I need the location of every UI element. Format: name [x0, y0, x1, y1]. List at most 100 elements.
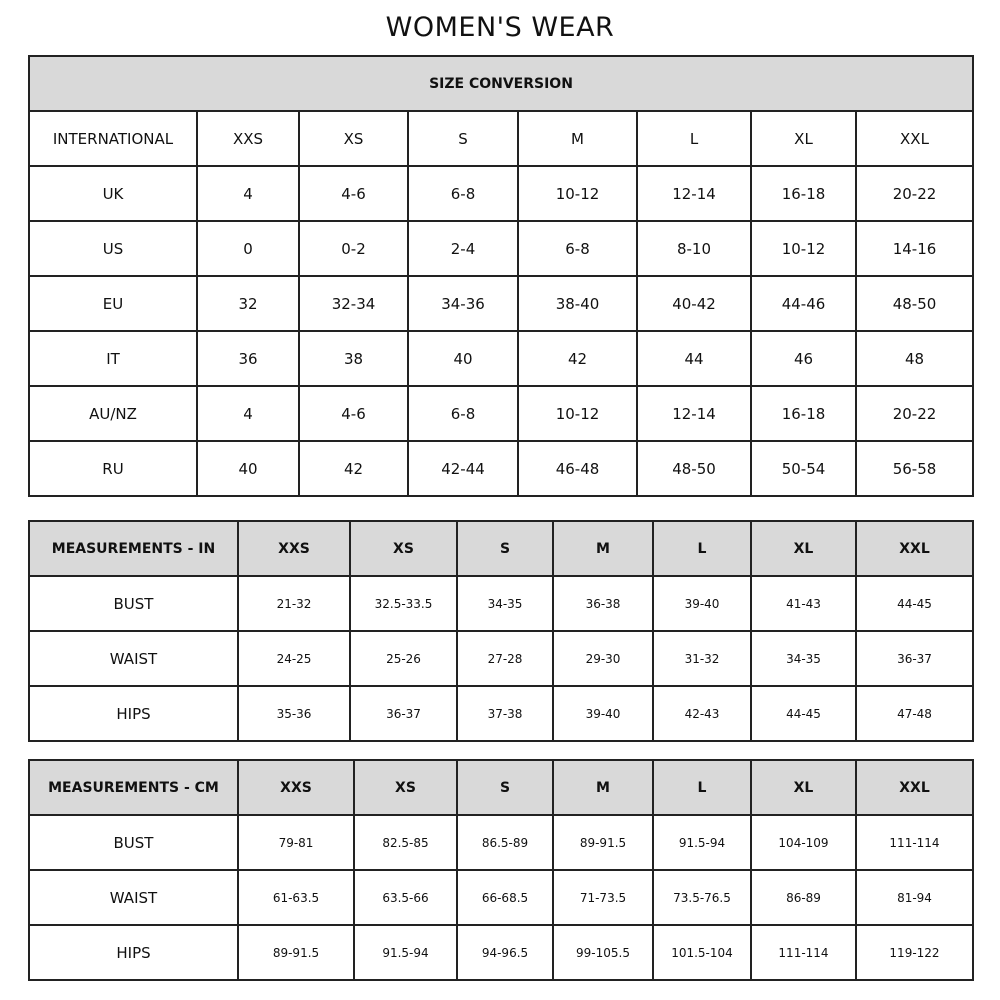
row-label: HIPS	[28, 924, 239, 981]
measurements-cm-table: MEASUREMENTS - CM XXS XS S M L XL XXL BUST 79-81 8…	[28, 759, 974, 981]
column-header: XS	[349, 520, 458, 577]
column-header: M	[552, 759, 654, 816]
table-cell: 86.5-89	[456, 814, 554, 871]
table-cell: 44-45	[750, 685, 857, 742]
table-cell: 6-8	[517, 220, 638, 277]
table-cell: 2-4	[407, 220, 519, 277]
row-label: US	[28, 220, 198, 277]
table-cell: 12-14	[636, 385, 752, 442]
table-cell: 36-38	[552, 575, 654, 632]
table-cell: 47-48	[855, 685, 974, 742]
column-header: XXS	[237, 759, 355, 816]
table-cell: 91.5-94	[652, 814, 752, 871]
table-cell: 36-37	[349, 685, 458, 742]
column-header: XXS	[196, 110, 300, 167]
table-cell: 29-30	[552, 630, 654, 687]
table-cell: 46-48	[517, 440, 638, 497]
table-cell: 56-58	[855, 440, 974, 497]
table-cell: 0-2	[298, 220, 409, 277]
table-cell: 10-12	[750, 220, 857, 277]
column-header: XS	[298, 110, 409, 167]
column-header: XL	[750, 759, 857, 816]
table-cell: 6-8	[407, 385, 519, 442]
table-cell: 40-42	[636, 275, 752, 332]
table-cell: 27-28	[456, 630, 554, 687]
table-cell: 21-32	[237, 575, 351, 632]
table-cell: 111-114	[855, 814, 974, 871]
table-cell: 44-46	[750, 275, 857, 332]
table-cell: 31-32	[652, 630, 752, 687]
row-label: EU	[28, 275, 198, 332]
table-cell: 38-40	[517, 275, 638, 332]
column-header: XL	[750, 520, 857, 577]
header-row: INTERNATIONAL XXS XS S M L XL XXL	[28, 110, 974, 167]
table-cell: 71-73.5	[552, 869, 654, 926]
table-cell: 37-38	[456, 685, 554, 742]
table-row: AU/NZ 4 4-6 6-8 10-12 12-14 16-18 20-22	[28, 385, 974, 442]
table-cell: 48-50	[636, 440, 752, 497]
table-cell: 63.5-66	[353, 869, 458, 926]
table-cell: 39-40	[652, 575, 752, 632]
table-cell: 10-12	[517, 165, 638, 222]
column-header: XL	[750, 110, 857, 167]
table-cell: 50-54	[750, 440, 857, 497]
table-cell: 42	[517, 330, 638, 387]
table-cell: 104-109	[750, 814, 857, 871]
table-cell: 39-40	[552, 685, 654, 742]
table-cell: 79-81	[237, 814, 355, 871]
table-cell: 32.5-33.5	[349, 575, 458, 632]
table-cell: 20-22	[855, 165, 974, 222]
table-cell: 41-43	[750, 575, 857, 632]
page-title: WOMEN'S WEAR	[385, 12, 615, 43]
table-cell: 40	[407, 330, 519, 387]
table-cell: 36-37	[855, 630, 974, 687]
measurements-in-table: MEASUREMENTS - IN XXS XS S M L XL XXL BUST 21-32 3…	[28, 520, 974, 742]
table-cell: 73.5-76.5	[652, 869, 752, 926]
row-label: BUST	[28, 814, 239, 871]
row-label: BUST	[28, 575, 239, 632]
column-header: S	[456, 759, 554, 816]
table-cell: 42	[298, 440, 409, 497]
column-header: M	[517, 110, 638, 167]
column-header: L	[636, 110, 752, 167]
column-header: MEASUREMENTS - CM	[28, 759, 239, 816]
table-cell: 119-122	[855, 924, 974, 981]
table-cell: 86-89	[750, 869, 857, 926]
table-cell: 0	[196, 220, 300, 277]
column-header: S	[456, 520, 554, 577]
column-header: MEASUREMENTS - IN	[28, 520, 239, 577]
table-cell: 44-45	[855, 575, 974, 632]
table-cell: 61-63.5	[237, 869, 355, 926]
table-row: HIPS 35-36 36-37 37-38 39-40 42-43 44-45 47-48	[28, 685, 974, 742]
column-header: XS	[353, 759, 458, 816]
table-cell: 81-94	[855, 869, 974, 926]
table-cell: 82.5-85	[353, 814, 458, 871]
table-cell: 42-44	[407, 440, 519, 497]
table-cell: 91.5-94	[353, 924, 458, 981]
row-label: WAIST	[28, 630, 239, 687]
column-header: L	[652, 759, 752, 816]
row-label: HIPS	[28, 685, 239, 742]
table-row: WAIST 61-63.5 63.5-66 66-68.5 71-73.5 73.5-76…	[28, 869, 974, 926]
table-cell: 46	[750, 330, 857, 387]
column-header: XXL	[855, 759, 974, 816]
table-cell: 40	[196, 440, 300, 497]
table-cell: 25-26	[349, 630, 458, 687]
table-cell: 66-68.5	[456, 869, 554, 926]
table-cell: 44	[636, 330, 752, 387]
table-row: UK 4 4-6 6-8 10-12 12-14 16-18 20-22	[28, 165, 974, 222]
table-cell: 111-114	[750, 924, 857, 981]
table-cell: 4	[196, 165, 300, 222]
table-cell: 48	[855, 330, 974, 387]
table-row: US 0 0-2 2-4 6-8 8-10 10-12 14-16	[28, 220, 974, 277]
table-cell: 6-8	[407, 165, 519, 222]
table-row: HIPS 89-91.5 91.5-94 94-96.5 99-105.5 101.5-1…	[28, 924, 974, 981]
table-row: WAIST 24-25 25-26 27-28 29-30 31-32 34-35 36-37	[28, 630, 974, 687]
table-cell: 38	[298, 330, 409, 387]
column-header: XXS	[237, 520, 351, 577]
table-cell: 4-6	[298, 165, 409, 222]
row-label: UK	[28, 165, 198, 222]
size-conversion-table: SIZE CONVERSION INTERNATIONAL XXS XS S M L XL X…	[28, 55, 974, 497]
table-cell: 24-25	[237, 630, 351, 687]
table-cell: 42-43	[652, 685, 752, 742]
